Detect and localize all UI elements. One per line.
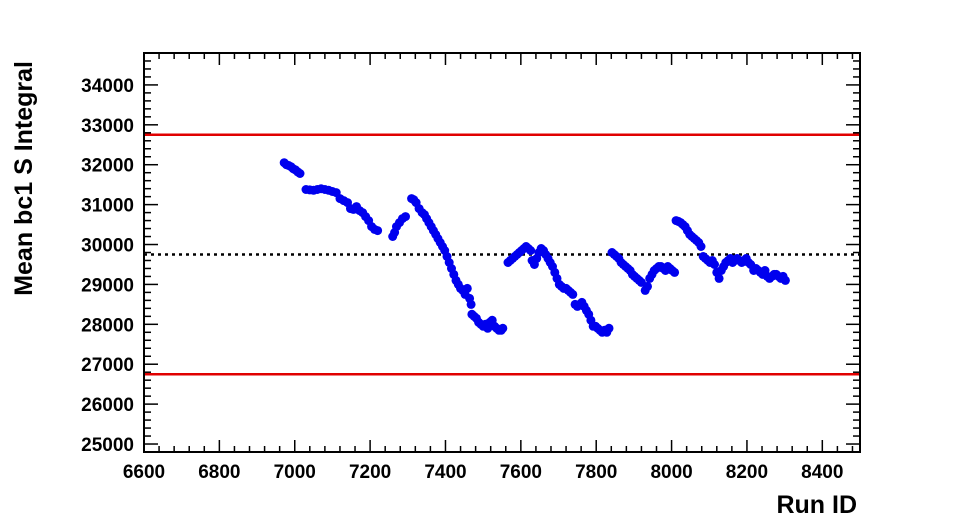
y-axis-title: Mean bc1 S Integral: [10, 61, 38, 296]
x-tick-label: 8400: [801, 462, 843, 483]
data-point: [466, 299, 476, 309]
x-tick-label: 6800: [198, 462, 240, 483]
plot-frame: [143, 52, 861, 453]
data-point: [401, 212, 410, 222]
x-tick-label: 7800: [575, 462, 617, 483]
data-point: [670, 267, 680, 277]
data-point: [526, 246, 536, 255]
data-point: [462, 283, 472, 293]
data-point: [295, 169, 305, 178]
data-point: [373, 226, 383, 236]
data-point: [604, 323, 614, 333]
data-point: [696, 242, 706, 251]
reference-lines: [144, 133, 860, 376]
data-point: [568, 289, 578, 299]
y-tick-label: 34000: [81, 76, 134, 97]
y-tick-label: 28000: [81, 315, 134, 336]
x-tick-label: 8200: [726, 462, 768, 483]
x-axis-title: Run ID: [776, 491, 857, 519]
x-tick-label: 7200: [349, 462, 391, 483]
y-tick-label: 32000: [81, 156, 134, 177]
x-tick-label: 7400: [424, 462, 466, 483]
axis-ticks: [143, 52, 860, 453]
x-tick-label: 6600: [123, 462, 165, 483]
x-tick-label: 7000: [274, 462, 316, 483]
y-tick-label: 25000: [81, 435, 134, 456]
data-point: [710, 260, 719, 269]
y-tick-label: 29000: [81, 275, 134, 296]
tick-labels: 6600 6800 7000 7200 7400 7600 7800 8000 8200 8400…: [81, 76, 843, 483]
y-tick-label: 31000: [81, 196, 134, 217]
x-tick-label: 7600: [500, 462, 542, 483]
data-point: [643, 281, 652, 291]
data-points: [279, 158, 790, 337]
y-tick-label: 33000: [81, 116, 134, 137]
data-point: [714, 273, 724, 283]
y-tick-label: 27000: [81, 355, 134, 376]
y-tick-label: 30000: [81, 236, 134, 257]
y-tick-label: 26000: [81, 395, 134, 416]
data-point: [780, 275, 790, 285]
data-point: [498, 323, 508, 333]
x-tick-label: 8000: [650, 462, 692, 483]
